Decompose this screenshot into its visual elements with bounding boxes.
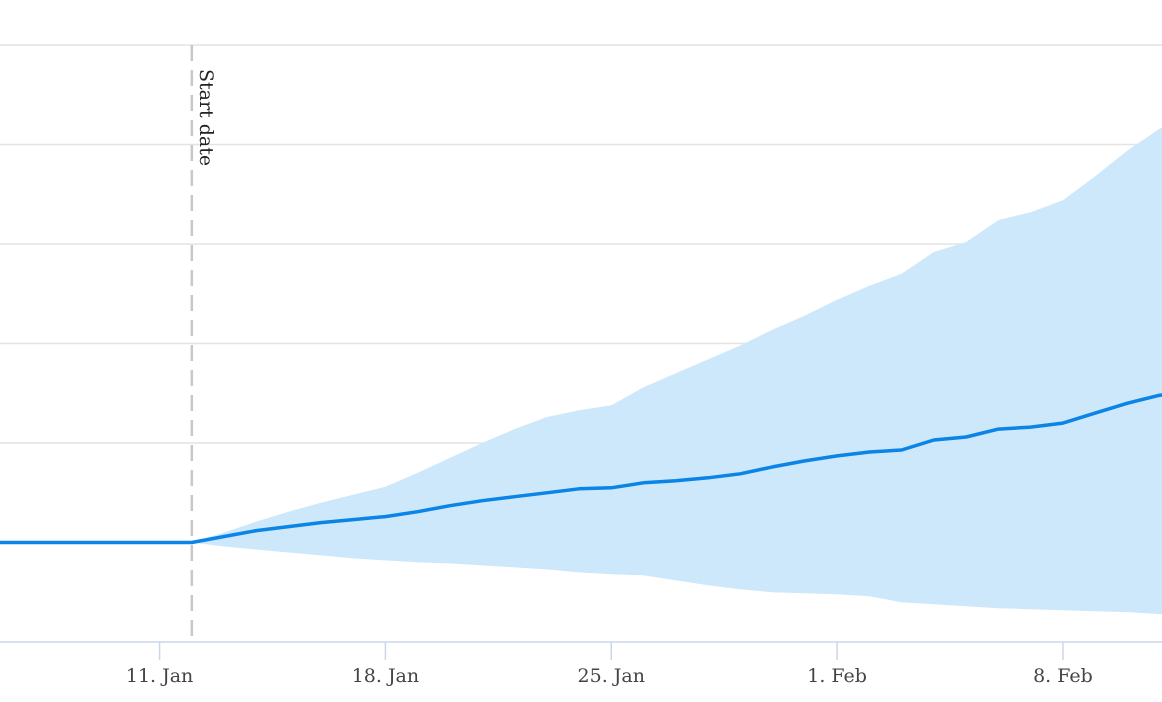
series-line-layer	[0, 393, 1162, 545]
range-band-layer	[191, 127, 1162, 615]
x-tick-label-3: 1. Feb	[807, 665, 867, 687]
x-tick-label-4: 8. Feb	[1033, 665, 1093, 687]
start-date-label: Start date	[195, 69, 217, 166]
x-axis: 11. Jan 18. Jan 25. Jan 1. Feb 8. Feb	[0, 641, 1162, 687]
range-band	[191, 127, 1162, 615]
series-line	[0, 393, 1162, 545]
x-tick-label-2: 25. Jan	[578, 665, 645, 687]
x-tick-label-0: 11. Jan	[126, 665, 193, 687]
plot-line-layer: Start date	[190, 45, 217, 642]
x-tick-label-1: 18. Jan	[352, 665, 419, 687]
